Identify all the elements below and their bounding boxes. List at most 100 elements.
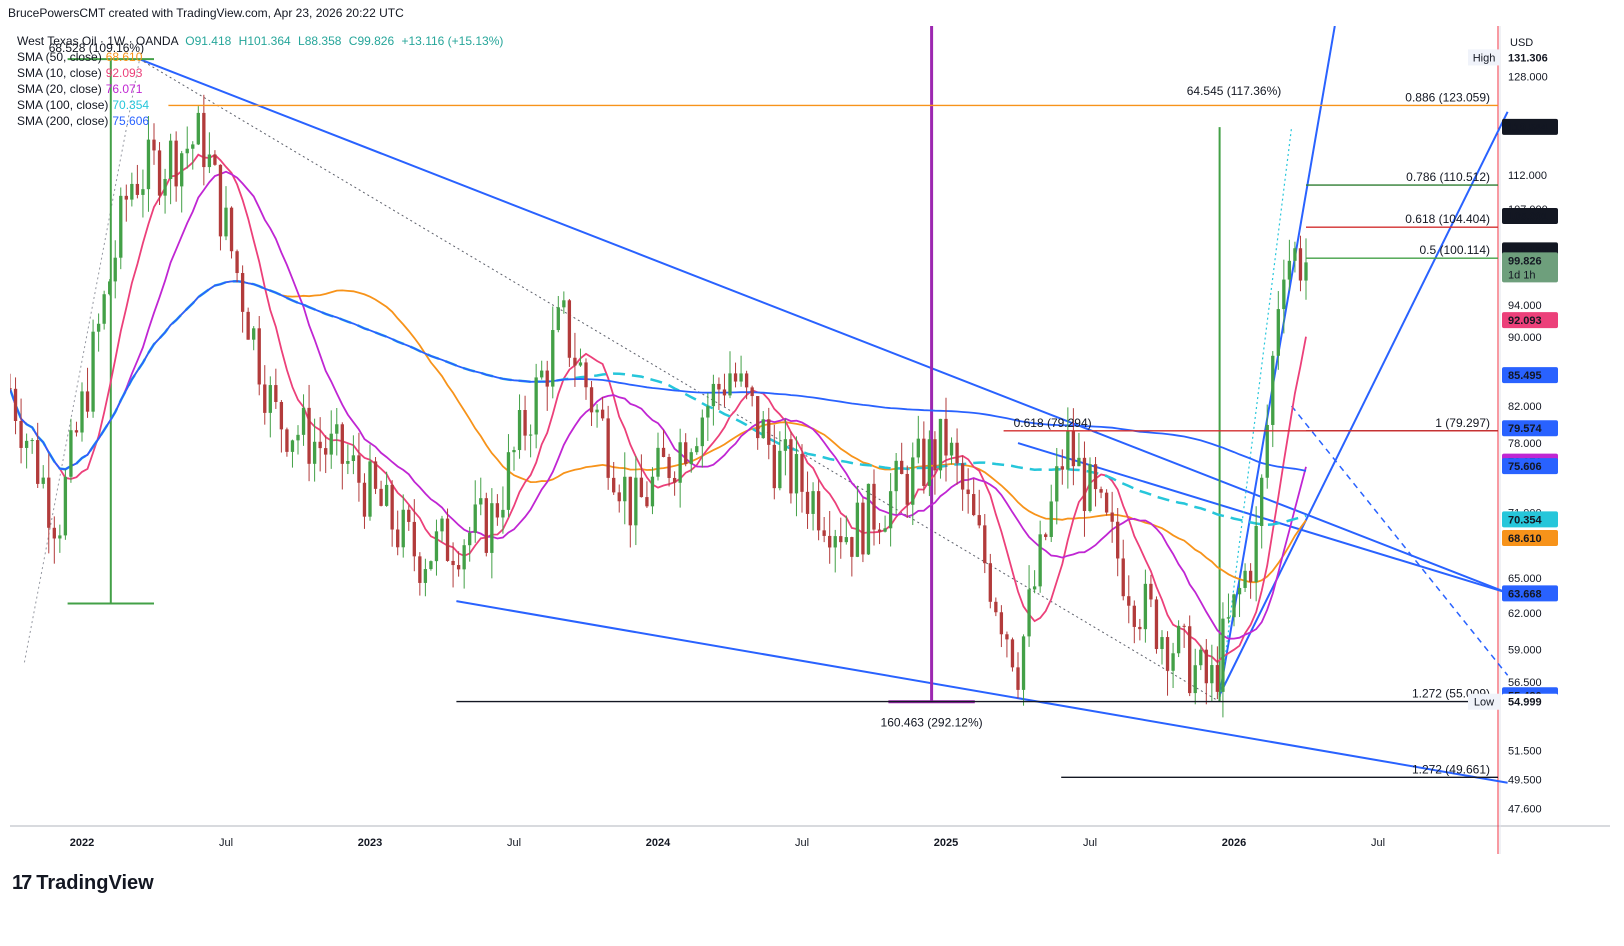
candle-body [384, 484, 389, 506]
ohlc-row: West Texas Oil · 1W · OANDA O91.418 H101… [17, 33, 503, 49]
price-badge [1502, 420, 1558, 437]
candle-body [324, 448, 328, 455]
candle-body [180, 153, 184, 187]
price-badge [1502, 49, 1558, 66]
trendline-channel [1218, 111, 1509, 696]
candle-body [141, 189, 145, 195]
candle-body [41, 477, 45, 484]
candle-body [512, 450, 516, 453]
candle-body [312, 441, 317, 464]
candle-body [711, 383, 716, 407]
candle-body [1010, 639, 1015, 668]
candle-body [811, 491, 815, 514]
candle-body [883, 528, 887, 532]
indicator-label: SMA (50, close) [17, 50, 102, 64]
price-badge-value: 63.668 [1508, 588, 1542, 600]
open-value: O91.418 [185, 34, 232, 48]
candle-body [822, 530, 826, 536]
candle-body [1199, 649, 1203, 666]
candle-body [501, 509, 505, 518]
price-chart[interactable]: 0.886 (123.059) 0.786 (110.512) 0.618 (104… [10, 26, 1610, 884]
candle-body [307, 407, 311, 464]
candle-body [1154, 599, 1159, 650]
candle-body [650, 476, 655, 507]
legend-indicator-4[interactable]: SMA (200, close) 75.606 [17, 113, 503, 129]
candle-body [1265, 424, 1269, 478]
candle-body [933, 439, 937, 471]
time-tick-label: Jul [1083, 837, 1097, 849]
candle-body [373, 461, 378, 489]
candle-body [828, 535, 832, 548]
candle-body [429, 561, 433, 570]
chart-frame[interactable]: 0.886 (123.059) 0.786 (110.512) 0.618 (104… [10, 26, 1610, 884]
candle-body [728, 373, 732, 396]
candle-body [1149, 583, 1153, 600]
candle-body [617, 492, 621, 502]
price-badge-value: 79.574 [1508, 423, 1543, 435]
candle-body [157, 150, 162, 196]
candle-body [905, 473, 909, 505]
candle-body [528, 434, 533, 436]
candle-body [589, 387, 594, 413]
candle-body [1104, 492, 1109, 513]
candle-body [240, 273, 245, 312]
price-badge-value: 70.354 [1508, 514, 1543, 526]
candle-body [257, 328, 261, 385]
candle-body [1160, 637, 1164, 650]
candle-body [1143, 583, 1148, 630]
candle-body [678, 442, 682, 483]
candle-body [855, 502, 860, 557]
candle-body [861, 502, 865, 555]
candle-body [1237, 587, 1242, 595]
legend-indicator-1[interactable]: SMA (10, close) 92.093 [17, 65, 503, 81]
candle-body [1055, 466, 1059, 502]
candle-body [983, 525, 987, 564]
sma-line [10, 280, 1307, 584]
candle-body [1088, 464, 1092, 512]
candle-body [135, 183, 140, 195]
tradingview-logo[interactable]: 17 TradingView [12, 872, 154, 895]
candle-body [1188, 626, 1192, 694]
candle-body [551, 330, 555, 387]
candle-body [456, 565, 461, 570]
price-badge [1502, 312, 1558, 329]
sma-line [10, 170, 1307, 640]
legend-indicator-0[interactable]: SMA (50, close) 68.610 [17, 49, 503, 65]
candle-body [19, 421, 23, 448]
candle-body [202, 112, 206, 168]
legend-indicator-3[interactable]: SMA (100, close) 70.354 [17, 97, 503, 113]
indicator-label: SMA (20, close) [17, 82, 102, 96]
candle-body [346, 461, 350, 464]
candle-body [1271, 355, 1275, 425]
candle-body [102, 294, 106, 324]
price-badge [1502, 693, 1558, 710]
candle-body [490, 503, 494, 553]
candle-body [612, 477, 616, 493]
candle-body [534, 377, 538, 435]
candles [10, 94, 1308, 718]
candle-body [47, 477, 51, 528]
indicator-label: SMA (200, close) [17, 114, 109, 128]
candle-body [1260, 477, 1264, 526]
candle-body [119, 195, 123, 258]
indicator-value: 92.093 [105, 66, 143, 80]
candle-body [517, 410, 522, 451]
time-tick-label: Jul [507, 837, 521, 849]
fib-label: 0.786 (110.512) [1406, 170, 1490, 184]
candle-body [800, 454, 804, 492]
candle-body [1066, 430, 1070, 470]
moving-averages [10, 153, 1307, 664]
candle-body [911, 457, 915, 505]
symbol-label[interactable]: West Texas Oil · 1W · OANDA [17, 34, 178, 48]
grid [10, 26, 1610, 854]
candle-body [484, 498, 488, 553]
candle-body [52, 527, 56, 539]
candle-body [960, 463, 965, 490]
candle-body [783, 439, 788, 451]
time-tick-label: 2026 [1222, 837, 1246, 849]
candle-body [224, 207, 228, 237]
legend-indicator-2[interactable]: SMA (20, close) 76.071 [17, 81, 503, 97]
price-tick-label: 65.000 [1508, 573, 1542, 585]
candle-body [816, 491, 821, 531]
candle-body [351, 455, 356, 462]
